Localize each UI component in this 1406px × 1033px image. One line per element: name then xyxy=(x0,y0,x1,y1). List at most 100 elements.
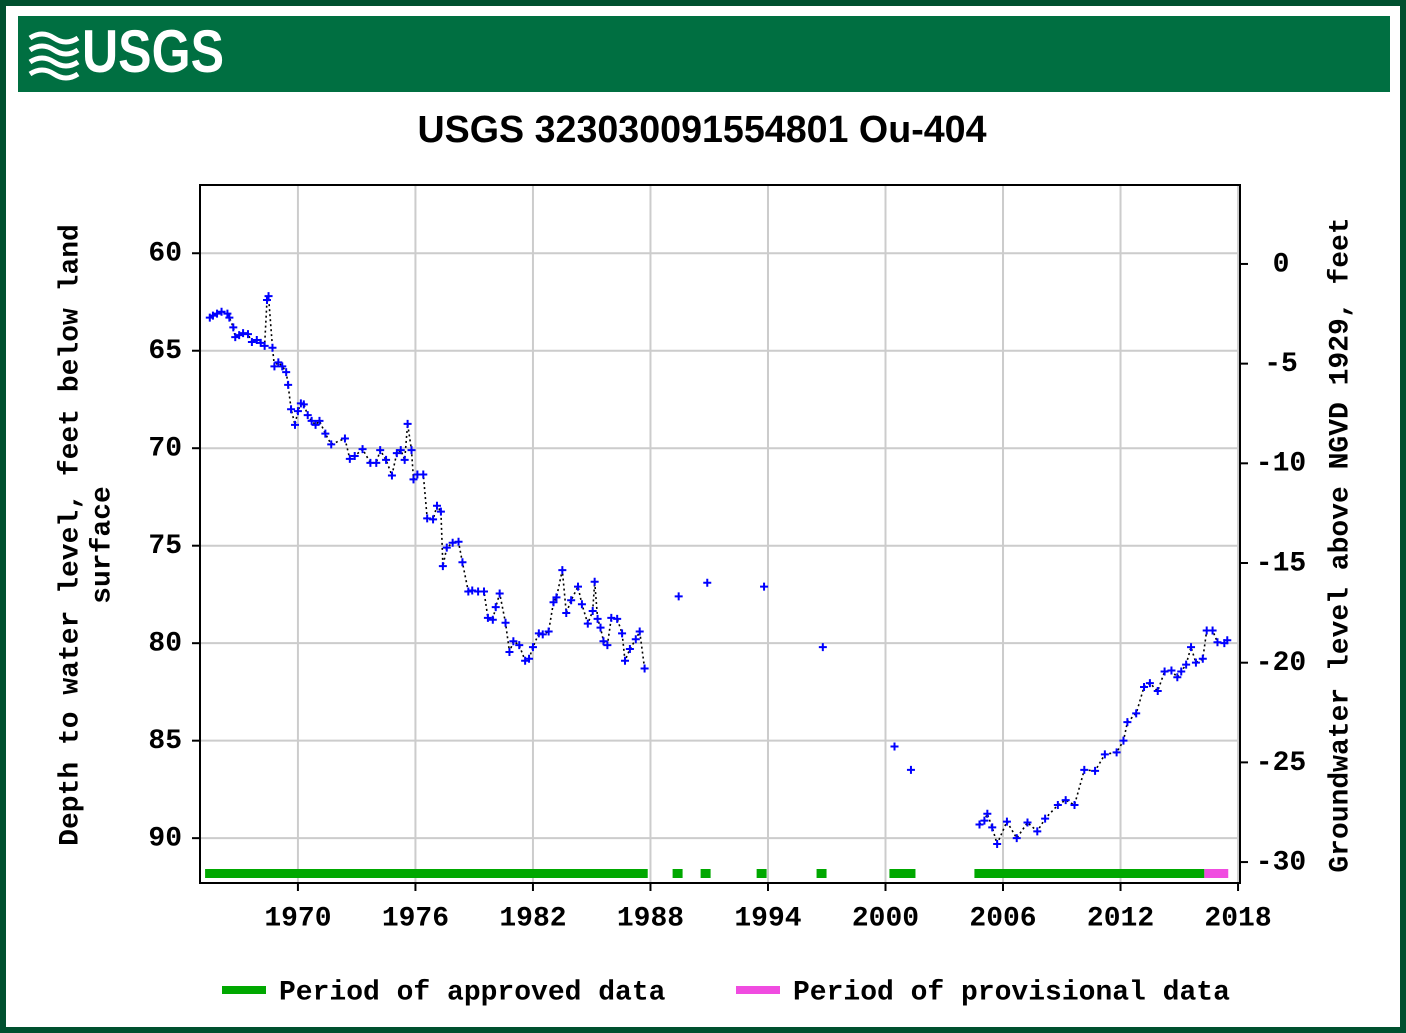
data-point xyxy=(327,440,336,449)
data-point xyxy=(983,809,992,818)
data-point xyxy=(284,380,293,389)
data-period xyxy=(974,869,1205,878)
data-point xyxy=(340,434,349,443)
data-point xyxy=(442,543,451,552)
y2-tick-label: -10 xyxy=(1256,449,1306,480)
data-point xyxy=(1041,814,1050,823)
data-point xyxy=(567,596,576,605)
y2-tick-label: -30 xyxy=(1256,847,1306,878)
data-point xyxy=(515,641,524,650)
data-point xyxy=(1033,827,1042,836)
data-point xyxy=(217,307,226,316)
data-point xyxy=(1123,718,1132,727)
data-point xyxy=(495,589,504,598)
data-point xyxy=(1198,654,1207,663)
data-point xyxy=(290,420,299,429)
data-point xyxy=(1160,667,1169,676)
data-point xyxy=(403,419,412,428)
data-period xyxy=(1204,869,1229,878)
legend-label: Period of provisional data xyxy=(793,977,1230,1008)
x-tick-label: 2018 xyxy=(1204,903,1271,934)
data-point xyxy=(321,429,330,438)
data-point xyxy=(596,623,605,632)
data-point xyxy=(1208,626,1217,635)
data-point xyxy=(1100,750,1109,759)
data-point xyxy=(975,820,984,829)
y2-axis-label: Groundwater level above NGVD 1929, feet xyxy=(1325,217,1356,872)
data-point xyxy=(345,454,354,463)
data-point xyxy=(287,405,296,414)
data-point xyxy=(1182,660,1191,669)
y2-tick-label: -20 xyxy=(1256,648,1306,679)
data-point xyxy=(400,455,409,464)
data-point xyxy=(818,643,827,652)
y-tick-label: 85 xyxy=(148,726,182,757)
data-point xyxy=(590,577,599,586)
data-point xyxy=(509,637,518,646)
data-point xyxy=(552,593,561,602)
data-point xyxy=(528,643,537,652)
x-tick-label: 1982 xyxy=(499,903,566,934)
data-point xyxy=(436,507,445,516)
data-point xyxy=(577,600,586,609)
data-point xyxy=(890,742,899,751)
data-point xyxy=(1177,667,1186,676)
data-point xyxy=(299,400,308,409)
data-period xyxy=(205,869,648,878)
data-point xyxy=(593,614,602,623)
data-period xyxy=(672,869,683,878)
data-point xyxy=(760,582,769,591)
data-point xyxy=(315,416,324,425)
data-point xyxy=(625,645,634,654)
data-point xyxy=(906,765,915,774)
data-point xyxy=(613,614,622,623)
y-tick-label: 60 xyxy=(148,239,182,270)
data-point xyxy=(213,309,222,318)
data-point xyxy=(278,362,287,371)
data-point xyxy=(454,537,463,546)
data-point xyxy=(1023,818,1032,827)
data-point xyxy=(491,603,500,612)
y-tick-label: 65 xyxy=(148,336,182,367)
data-period xyxy=(816,869,827,878)
data-point xyxy=(603,641,612,650)
data-point xyxy=(1080,765,1089,774)
data-point xyxy=(1187,643,1196,652)
canvas xyxy=(6,6,1400,1027)
data-point xyxy=(1140,683,1149,692)
data-period xyxy=(700,869,711,878)
data-point xyxy=(229,323,238,332)
data-point xyxy=(1173,673,1182,682)
data-point xyxy=(307,416,316,425)
data-point xyxy=(262,296,271,305)
data-point xyxy=(293,407,302,416)
data-point xyxy=(1053,801,1062,810)
data-point xyxy=(409,475,418,484)
data-point xyxy=(574,582,583,591)
x-tick-label: 2006 xyxy=(969,903,1036,934)
data-period xyxy=(889,869,916,878)
y2-tick-label: 0 xyxy=(1273,249,1290,280)
data-point xyxy=(988,823,997,832)
data-point xyxy=(525,654,534,663)
data-point xyxy=(483,613,492,622)
data-point xyxy=(703,578,712,587)
x-tick-label: 1994 xyxy=(734,903,801,934)
y2-tick-label: -5 xyxy=(1264,349,1298,380)
data-point xyxy=(208,311,217,320)
x-tick-label: 1970 xyxy=(264,903,331,934)
data-point xyxy=(558,566,567,575)
data-point xyxy=(358,445,367,454)
data-point xyxy=(544,627,553,636)
chart-title: USGS 323030091554801 Ou-404 xyxy=(418,109,987,151)
data-point xyxy=(419,470,428,479)
y-tick-label: 90 xyxy=(148,824,182,855)
y2-tick-label: -25 xyxy=(1256,748,1306,779)
y-tick-label: 70 xyxy=(148,434,182,465)
x-tick-label: 1976 xyxy=(382,903,449,934)
data-point xyxy=(549,598,558,607)
data-point xyxy=(1012,834,1021,843)
data-point xyxy=(303,411,312,420)
data-point xyxy=(505,647,514,656)
logo-waves xyxy=(28,31,80,81)
